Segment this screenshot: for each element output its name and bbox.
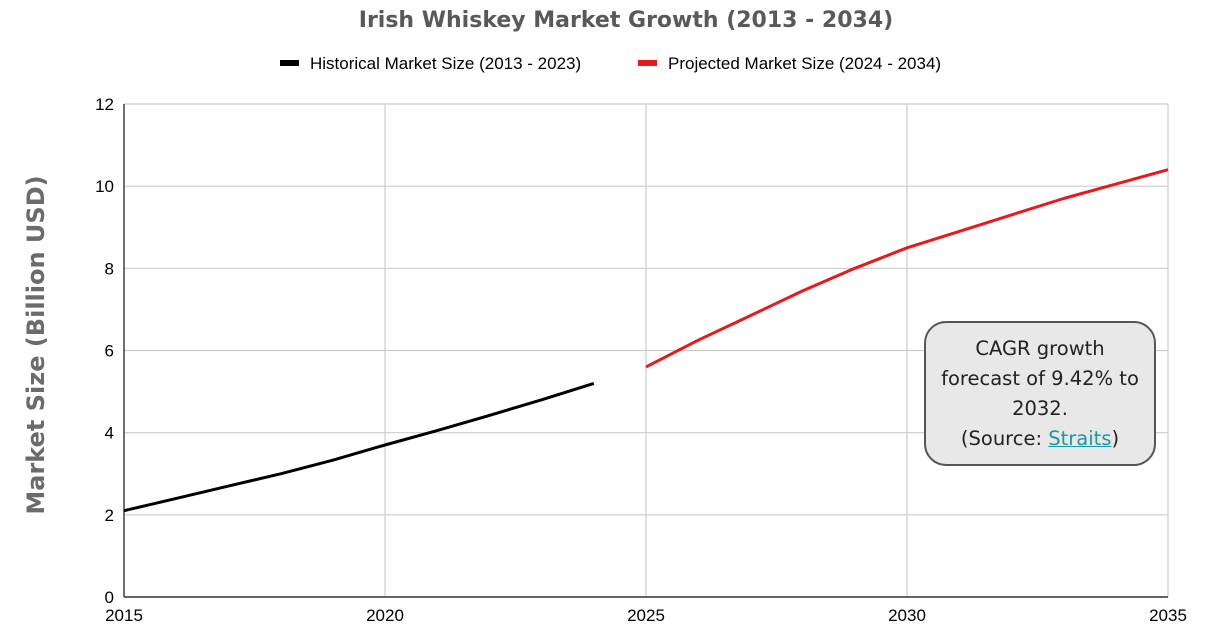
x-tick-label: 2030 [888,606,926,625]
legend-swatch-2 [638,60,657,66]
legend-label-1: Historical Market Size (2013 - 2023) [310,54,581,73]
y-tick-label: 6 [105,342,114,361]
annotation-source: (Source: Straits) [961,424,1119,454]
x-tick-labels: 2015 2020 2025 2030 2035 [105,606,1187,625]
source-suffix: ) [1111,426,1120,450]
annotation-line-1: CAGR growth [975,336,1105,360]
y-tick-label: 10 [95,177,114,196]
y-axis-label: Market Size (Billion USD) [22,175,50,514]
y-tick-label: 4 [105,424,114,443]
y-tick-labels: 0 2 4 6 8 10 12 [95,95,114,607]
x-tick-label: 2025 [627,606,665,625]
x-tick-label: 2015 [105,606,143,625]
chart-title: Irish Whiskey Market Growth (2013 - 2034… [359,8,893,33]
source-link[interactable]: Straits [1048,426,1112,450]
series-line-2 [645,168,1169,369]
axes [123,104,1168,598]
series-lines [123,168,1169,513]
y-tick-label: 12 [95,95,114,114]
y-tick-label: 0 [105,588,114,607]
annotation-line-3: 2032. [1012,396,1068,420]
gridlines [124,103,1169,597]
legend-label-2: Projected Market Size (2024 - 2034) [668,54,941,73]
cagr-annotation: CAGR growth forecast of 9.42% to 2032. (… [924,321,1156,466]
series-line-1 [123,381,595,513]
y-tick-label: 2 [105,506,114,525]
y-tick-label: 8 [105,259,114,278]
source-prefix: (Source: [960,426,1049,450]
legend-swatch-1 [280,60,299,66]
legend: Historical Market Size (2013 - 2023) Proj… [280,54,941,73]
x-tick-label: 2020 [366,606,404,625]
x-tick-label: 2035 [1149,606,1187,625]
annotation-line-2: forecast of 9.42% to [941,366,1139,390]
